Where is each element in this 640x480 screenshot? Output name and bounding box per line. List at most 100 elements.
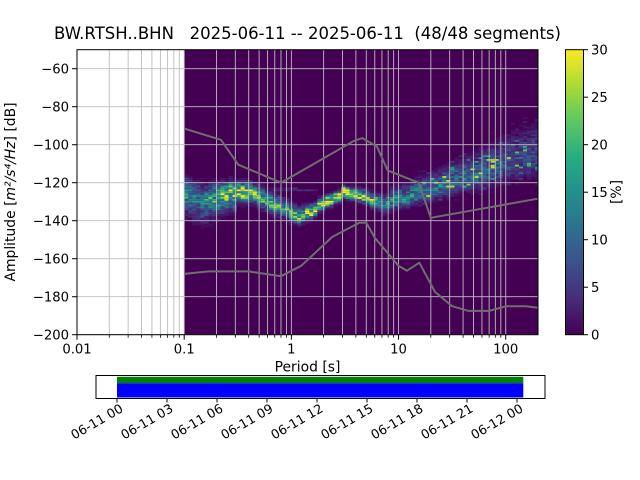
psd-bin xyxy=(470,153,475,156)
psd-bin xyxy=(224,212,229,215)
psd-bin xyxy=(478,151,483,154)
psd-bin xyxy=(406,204,411,207)
psd-bin xyxy=(188,208,193,211)
psd-bin xyxy=(474,155,479,158)
psd-bin xyxy=(260,196,266,199)
psd-bin xyxy=(248,198,254,201)
psd-bin xyxy=(482,160,487,163)
psd-bin xyxy=(478,153,483,156)
psd-bin xyxy=(369,195,375,197)
psd-bin xyxy=(514,132,520,135)
psd-bin xyxy=(474,191,479,194)
psd-bin xyxy=(200,177,205,180)
psd-bin xyxy=(220,200,225,203)
psd-bin xyxy=(527,164,532,167)
psd-bin xyxy=(502,149,508,152)
psd-bin xyxy=(454,168,459,171)
psd-bin xyxy=(438,193,443,196)
psd-bin xyxy=(406,187,411,190)
psd-bin xyxy=(276,191,282,194)
psd-bin xyxy=(192,217,197,220)
psd-bin xyxy=(268,202,274,205)
psd-bin xyxy=(228,176,233,178)
psd-bin xyxy=(184,215,189,218)
psd-bin xyxy=(349,189,354,192)
x-tick-label: 0.01 xyxy=(62,343,91,358)
psd-bin xyxy=(397,189,403,192)
psd-bin xyxy=(490,145,496,148)
psd-bin xyxy=(361,193,366,196)
psd-bin xyxy=(506,157,512,159)
y-tick-label: −180 xyxy=(33,290,69,305)
psd-bin xyxy=(228,210,233,213)
psd-bin xyxy=(462,189,467,192)
psd-bin xyxy=(470,176,475,178)
psd-bin xyxy=(204,191,209,194)
psd-bin xyxy=(518,139,524,142)
psd-bin xyxy=(430,187,435,190)
psd-bin xyxy=(305,189,310,192)
psd-bin xyxy=(478,176,483,178)
psd-bin xyxy=(293,223,298,226)
psd-bin xyxy=(377,210,383,213)
psd-bin xyxy=(341,193,346,196)
psd-bin xyxy=(200,200,205,203)
psd-bin xyxy=(268,196,274,199)
psd-bin xyxy=(527,132,532,135)
psd-bin xyxy=(224,185,229,188)
psd-bin xyxy=(446,189,451,192)
psd-bin xyxy=(482,177,487,180)
psd-bin xyxy=(252,202,258,205)
psd-bin xyxy=(389,191,395,194)
psd-bin xyxy=(414,198,419,201)
psd-bin xyxy=(462,177,467,180)
psd-bin xyxy=(264,204,270,207)
psd-bin xyxy=(535,157,539,159)
psd-bin xyxy=(531,126,536,129)
psd-bin xyxy=(301,212,306,215)
psd-bin xyxy=(434,187,439,190)
psd-bin xyxy=(204,215,209,218)
psd-bin xyxy=(369,193,375,196)
psd-bin xyxy=(188,196,193,199)
psd-bin xyxy=(345,196,350,199)
psd-bin xyxy=(341,195,346,197)
psd-bin xyxy=(248,187,254,190)
psd-bin xyxy=(285,187,290,190)
psd-bin xyxy=(518,179,524,182)
psd-bin xyxy=(313,217,318,220)
psd-bin xyxy=(389,204,395,207)
psd-bin xyxy=(196,177,201,180)
psd-bin xyxy=(397,193,403,196)
psd-bin xyxy=(527,176,532,178)
psd-bin xyxy=(184,195,189,197)
colorbar-gradient xyxy=(565,49,584,335)
psd-bin xyxy=(285,200,290,203)
psd-bin xyxy=(228,200,233,203)
psd-bin xyxy=(224,198,229,201)
psd-bin xyxy=(430,195,435,197)
psd-bin xyxy=(466,174,471,177)
psd-bin xyxy=(260,185,266,188)
psd-bin xyxy=(446,195,451,197)
psd-bin xyxy=(502,170,508,173)
psd-bin xyxy=(345,191,350,194)
psd-bin xyxy=(220,208,225,211)
psd-bin xyxy=(518,157,524,159)
psd-bin xyxy=(228,177,233,180)
psd-bin xyxy=(305,202,310,205)
psd-bin xyxy=(506,145,512,148)
psd-bin xyxy=(454,179,459,182)
psd-bin xyxy=(361,198,366,201)
psd-bin xyxy=(401,187,407,190)
psd-bin xyxy=(454,176,459,178)
psd-bin xyxy=(478,185,483,188)
psd-bin xyxy=(514,155,520,158)
psd-bin xyxy=(506,158,512,161)
psd-bin xyxy=(369,204,375,207)
psd-bin xyxy=(466,177,471,180)
psd-bin xyxy=(240,200,245,203)
psd-bin xyxy=(522,132,528,135)
psd-bin xyxy=(212,212,217,215)
psd-bin xyxy=(470,151,475,154)
